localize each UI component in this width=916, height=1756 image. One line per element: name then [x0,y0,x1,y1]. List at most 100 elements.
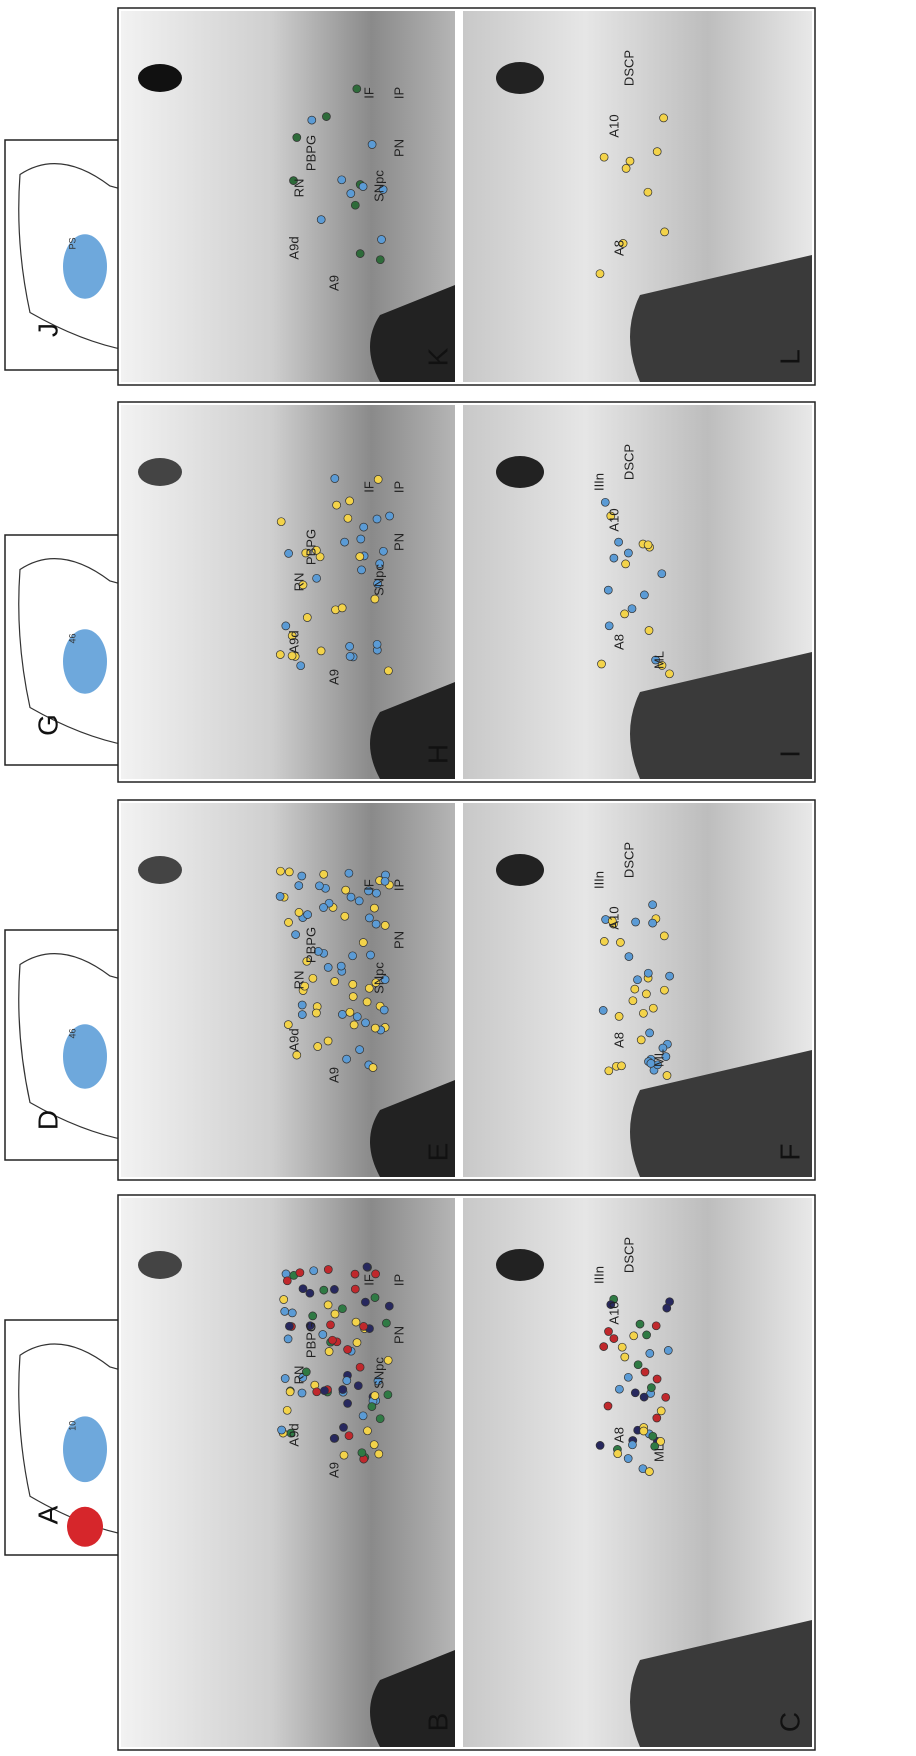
cell-marker [641,1368,649,1376]
cell-marker [634,1361,642,1369]
region-label: A9d [286,630,301,653]
cell-marker [353,1013,361,1021]
cell-marker [373,640,381,648]
region-label: DSCP [621,444,636,480]
region-label: IP [391,87,406,99]
cell-marker [324,963,332,971]
cell-marker [356,1363,364,1371]
cell-marker [325,1348,333,1356]
region-label: PBPG [303,135,318,171]
cell-marker [639,1009,647,1017]
cell-marker [350,1021,358,1029]
cell-marker [640,1393,648,1401]
cell-marker [353,85,361,93]
cell-marker [276,651,284,659]
panel-letter: D [32,1110,63,1130]
panel-letter: K [422,347,453,366]
cell-marker [349,993,357,1001]
cell-marker [296,1269,304,1277]
cell-marker [356,553,364,561]
region-label: A9d [286,1028,301,1051]
cell-marker [379,547,387,555]
cell-marker [624,549,632,557]
cell-marker [346,652,354,660]
cell-marker [610,554,618,562]
cell-marker [321,1387,329,1395]
cell-marker [621,1353,629,1361]
region-label: PN [391,533,406,551]
cell-marker [280,1296,288,1304]
region-label: DSCP [621,842,636,878]
cell-marker [642,990,650,998]
cell-marker [284,1021,292,1029]
cell-marker [605,622,613,630]
cell-marker [310,1267,318,1275]
cell-marker [645,627,653,635]
region-label: A10 [606,114,621,137]
cell-marker [618,1062,626,1070]
cell-marker [314,1043,322,1051]
panel-letter: F [774,1143,805,1160]
cell-marker [346,1008,354,1016]
region-label: IP [391,481,406,493]
cell-marker [384,667,392,675]
cell-marker [277,867,285,875]
region-label: IIIn [591,1266,606,1284]
cell-marker [600,937,608,945]
cell-marker [662,1393,670,1401]
region-label: A8 [611,1032,626,1048]
region-label: A10 [606,906,621,929]
cell-marker [371,1024,379,1032]
region-label: SNpc [371,1357,386,1389]
cell-marker [643,1331,651,1339]
region-label: ML [651,1049,666,1067]
cell-marker [328,1336,336,1344]
cell-marker [381,877,389,885]
cell-marker [320,1286,328,1294]
region-label: PN [391,931,406,949]
cell-marker [340,1423,348,1431]
cell-marker [604,586,612,594]
cell-marker [601,498,609,506]
region-label: A9 [326,669,341,685]
region-label: RN [291,1366,306,1385]
cell-marker [363,998,371,1006]
cell-marker [660,932,668,940]
cell-marker [297,662,305,670]
cell-marker [371,1294,379,1302]
cell-marker [312,1009,320,1017]
cell-marker [605,1328,613,1336]
aqueduct [138,1251,182,1279]
cell-marker [351,1270,359,1278]
cell-marker [368,1403,376,1411]
cell-marker [351,201,359,209]
cell-marker [347,893,355,901]
cell-marker [615,1385,623,1393]
cell-marker [663,1072,671,1080]
region-label: PBPG [303,1322,318,1358]
cell-marker [337,962,345,970]
region-label: PBPG [303,529,318,565]
cell-marker [615,1012,623,1020]
aqueduct [138,856,182,884]
cell-marker [284,1335,292,1343]
region-label: IIIn [591,473,606,491]
cell-marker [653,1375,661,1383]
cell-marker [338,1010,346,1018]
cell-marker [286,1388,294,1396]
cell-marker [298,872,306,880]
cell-marker [340,1451,348,1459]
cell-marker [660,986,668,994]
cell-marker [278,1426,286,1434]
region-label: SNpc [371,962,386,994]
cell-marker [626,157,634,165]
cell-marker [373,515,381,523]
cell-marker [629,997,637,1005]
aqueduct [496,456,544,488]
cell-marker [365,914,373,922]
panel-letter: A [32,1505,63,1524]
cell-marker [354,1382,362,1390]
cell-marker [622,560,630,568]
cell-marker [356,1046,364,1054]
panel-letter: E [422,1143,453,1162]
